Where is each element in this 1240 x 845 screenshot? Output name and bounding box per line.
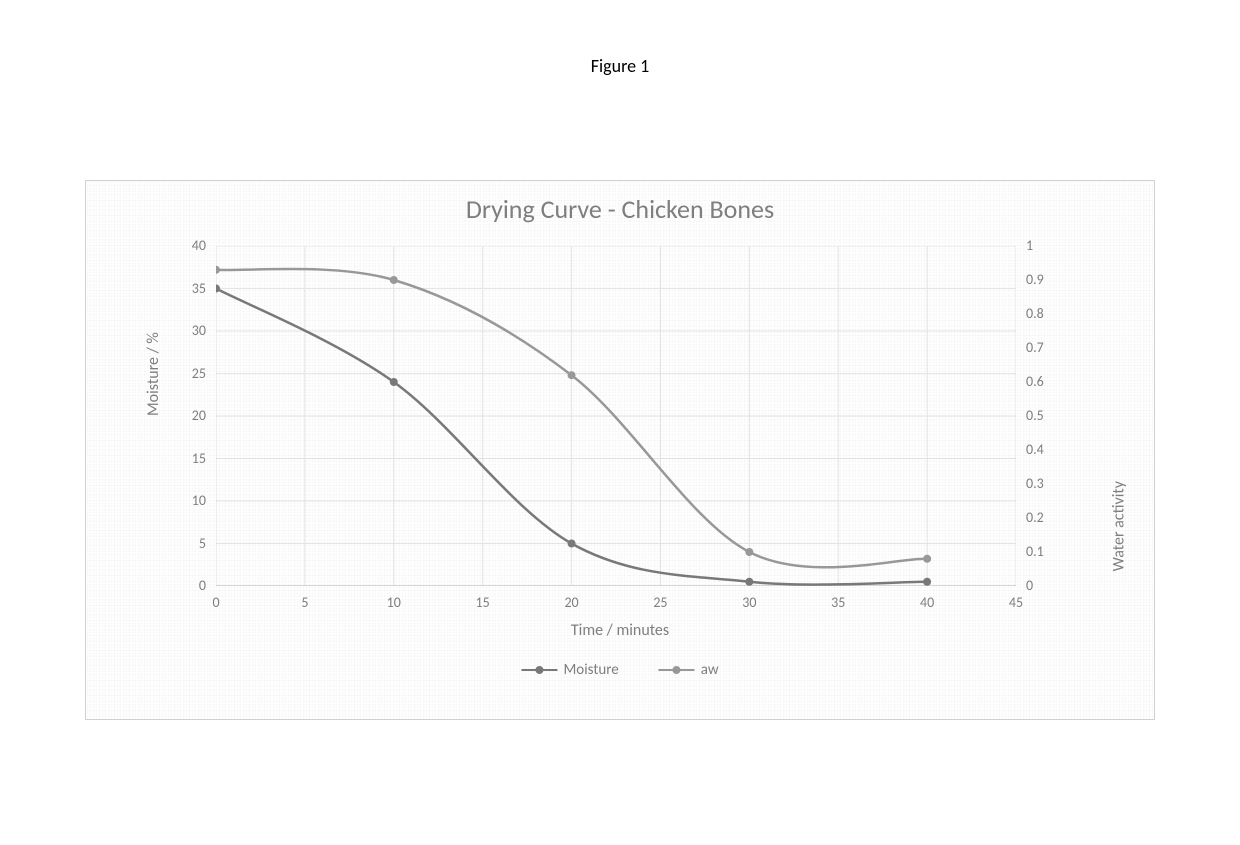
tick-label: 0: [212, 594, 219, 611]
tick-label: 0: [1026, 577, 1033, 594]
tick-label: 40: [192, 237, 206, 254]
tick-label: 10: [192, 492, 206, 509]
y-left-axis-label: Moisture / %: [144, 332, 163, 416]
legend-label-moisture: Moisture: [563, 661, 618, 679]
tick-label: 0: [199, 577, 206, 594]
tick-label: 40: [920, 594, 934, 611]
x-axis-label: Time / minutes: [571, 621, 669, 640]
tick-label: 30: [742, 594, 756, 611]
tick-label: 0.1: [1026, 543, 1044, 560]
tick-label: 15: [476, 594, 490, 611]
tick-label: 0.5: [1026, 407, 1044, 424]
legend-item-aw: aw: [659, 661, 719, 679]
tick-label: 0.2: [1026, 509, 1044, 526]
tick-label: 0.3: [1026, 475, 1044, 492]
tick-label: 0.9: [1026, 271, 1044, 288]
tick-label: 0.6: [1026, 373, 1044, 390]
tick-label: 20: [192, 407, 206, 424]
tick-label: 5: [199, 535, 206, 552]
tick-label: 10: [387, 594, 401, 611]
tick-label: 0.4: [1026, 441, 1044, 458]
legend: Moisture aw: [521, 661, 718, 679]
figure-label: Figure 1: [591, 55, 650, 77]
tick-label: 30: [192, 322, 206, 339]
legend-label-aw: aw: [701, 661, 719, 679]
y-right-axis-label: Water activity: [1109, 481, 1128, 571]
tick-label: 0.7: [1026, 339, 1044, 356]
plot-area: [216, 246, 1016, 586]
chart-title: Drying Curve - Chicken Bones: [466, 193, 774, 225]
tick-label: 35: [831, 594, 845, 611]
tick-label: 5: [301, 594, 308, 611]
tick-label: 0.8: [1026, 305, 1044, 322]
chart-svg: [216, 246, 1016, 586]
tick-label: 1: [1026, 237, 1033, 254]
tick-label: 20: [564, 594, 578, 611]
legend-marker-moisture: [521, 663, 557, 677]
legend-item-moisture: Moisture: [521, 661, 618, 679]
tick-label: 35: [192, 280, 206, 297]
tick-label: 25: [192, 365, 206, 382]
chart-container: Drying Curve - Chicken Bones Moisture / …: [85, 180, 1155, 720]
tick-label: 25: [653, 594, 667, 611]
legend-marker-aw: [659, 663, 695, 677]
tick-label: 45: [1009, 594, 1023, 611]
tick-label: 15: [192, 450, 206, 467]
